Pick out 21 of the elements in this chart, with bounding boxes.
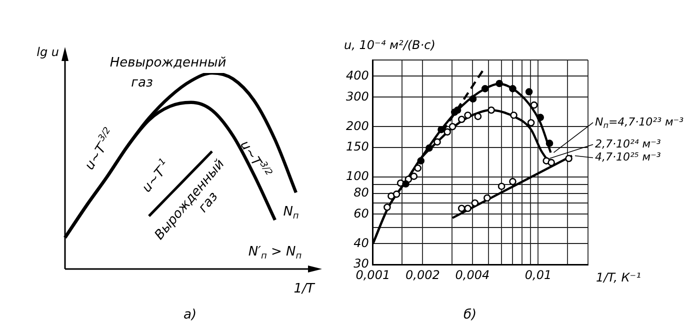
y-tick-label: 80 (354, 185, 370, 200)
y-tick-label: 200 (346, 118, 370, 133)
legend-label: 2,7·10²⁴ м⁻³ (595, 137, 662, 150)
y-tick-label: 100 (346, 169, 370, 184)
text: а) (183, 307, 197, 322)
y-axis-title: u, 10⁻⁴ м²/(В·с) (344, 38, 436, 52)
x-axis-title: 1/T, К⁻¹ (596, 270, 642, 285)
x-axis-title: 1/T (294, 281, 316, 296)
x-tick-label: 0,004 (455, 268, 490, 282)
y-tick-label: 40 (354, 236, 370, 250)
annotation: Невырожденный газ (110, 55, 226, 90)
y-axis-title: lg u (36, 45, 60, 60)
y-tick-label: 400 (346, 68, 370, 82)
legend-label: 4,7·10²⁵ м⁻³ (595, 150, 662, 164)
y-tick-label: 150 (346, 140, 370, 154)
x-tick-label: 0,002 (405, 268, 440, 282)
y-tick-label: 60 (354, 206, 370, 220)
text: б) (463, 307, 477, 322)
annotation: u~T3/2 (236, 138, 274, 178)
x-tick-label: 0,01 (524, 268, 552, 282)
y-tick-label: 300 (346, 89, 370, 104)
